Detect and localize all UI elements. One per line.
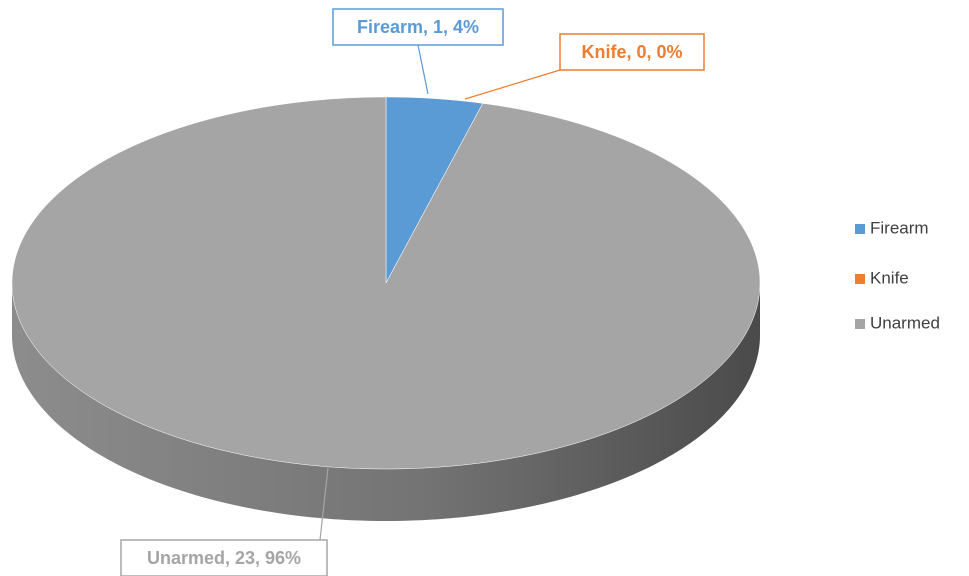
data-label: Firearm, 1, 4% <box>357 17 479 37</box>
leader-line <box>319 449 331 541</box>
leader-line <box>417 44 429 95</box>
legend-label: Firearm <box>870 218 929 237</box>
label-box <box>120 539 328 576</box>
legend-marker <box>855 319 865 329</box>
data-label: Knife, 0, 0% <box>581 42 682 62</box>
slice <box>385 96 484 284</box>
legend-label: Knife <box>870 268 909 287</box>
label-box <box>559 33 705 71</box>
pie <box>11 96 761 521</box>
leader-line <box>464 69 561 100</box>
slice <box>11 96 761 470</box>
legend: Firearm Knife Unarmed <box>855 218 940 332</box>
legend-label: Unarmed <box>870 313 940 332</box>
legend-marker <box>855 274 865 284</box>
legend-marker <box>855 224 865 234</box>
side-shade <box>12 283 760 521</box>
label-box <box>332 8 504 46</box>
data-label: Unarmed, 23, 96% <box>147 548 301 568</box>
data-labels: Firearm, 1, 4% Knife, 0, 0% Unarmed, 23, 9… <box>120 8 705 576</box>
